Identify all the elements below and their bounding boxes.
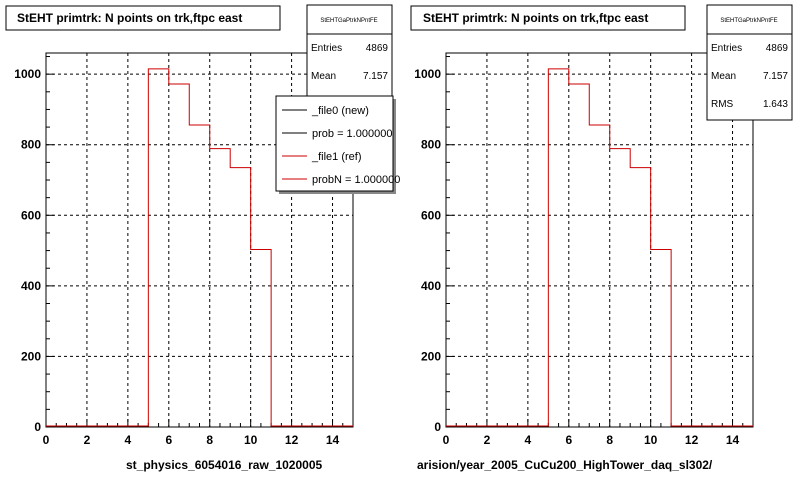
right-histogram-panel: 0 2 4 6 8 10 12 14 0 200 400 600 800 1000 StEHT primt… bbox=[410, 4, 793, 472]
right-y-tick-label: 400 bbox=[421, 279, 441, 293]
left-x-tick-label: 6 bbox=[165, 433, 172, 447]
right-y-tick-label: 0 bbox=[434, 420, 441, 434]
right-x-tick-label: 12 bbox=[685, 433, 699, 447]
left-y-tick-label: 200 bbox=[21, 349, 41, 363]
right-stats-mean-value: 7.157 bbox=[763, 71, 788, 82]
left-histogram-line bbox=[46, 68, 353, 427]
right-x-tick-label: 2 bbox=[484, 433, 491, 447]
left-stats-entries-label: Entries bbox=[311, 43, 342, 54]
right-x-tick-label: 6 bbox=[565, 433, 572, 447]
left-x-tick-label: 4 bbox=[125, 433, 132, 447]
left-xlabel: st_physics_6054016_raw_1020005 bbox=[126, 458, 322, 472]
legend-label-prob: prob = 1.000000 bbox=[312, 128, 392, 140]
right-x-tick-label: 14 bbox=[726, 433, 740, 447]
right-title-box bbox=[410, 5, 686, 31]
right-stats-mean-label: Mean bbox=[711, 71, 736, 82]
left-x-tick-label: 8 bbox=[206, 433, 213, 447]
left-stats-mean-label: Mean bbox=[311, 71, 336, 82]
left-y-tick-label: 400 bbox=[21, 279, 41, 293]
right-histogram-line bbox=[446, 68, 753, 427]
right-x-tick-label: 10 bbox=[644, 433, 658, 447]
legend-label-file0: _file0 (new) bbox=[311, 105, 369, 117]
right-plot-frame bbox=[445, 52, 754, 428]
right-stats-entries-value: 4869 bbox=[766, 43, 789, 54]
left-y-tick-label: 1000 bbox=[14, 67, 41, 81]
left-x-tick-label: 0 bbox=[43, 433, 50, 447]
left-title: StEHT primtrk: N points on trk,ftpc east bbox=[17, 11, 242, 25]
left-y-tick-label: 800 bbox=[21, 138, 41, 152]
right-stats-rms-value: 1.643 bbox=[763, 99, 788, 110]
right-stats-box: StEHTGaPtrkNPntFE Entries 4869 Mean 7.15… bbox=[706, 4, 793, 121]
left-stats-mean-value: 7.157 bbox=[363, 71, 388, 82]
right-x-tick-label: 8 bbox=[606, 433, 613, 447]
right-stats-rms-label: RMS bbox=[711, 99, 734, 110]
left-x-tick-label: 14 bbox=[326, 433, 340, 447]
right-title: StEHT primtrk: N points on trk,ftpc east bbox=[423, 11, 648, 25]
right-y-tick-label: 200 bbox=[421, 349, 441, 363]
left-title-box bbox=[5, 5, 281, 31]
left-x-tick-label: 10 bbox=[244, 433, 258, 447]
right-y-tick-label: 600 bbox=[421, 208, 441, 222]
right-y-tick-label: 800 bbox=[421, 138, 441, 152]
right-y-tick-label: 1000 bbox=[414, 67, 441, 81]
right-x-tick-label: 4 bbox=[525, 433, 532, 447]
right-plot: 0 2 4 6 8 10 12 14 0 200 400 600 800 1000 bbox=[414, 52, 754, 447]
right-xlabel: arision/year_2005_CuCu200_HighTower_daq_… bbox=[417, 458, 713, 472]
left-stats-header: StEHTGaPtrkNPntFE bbox=[320, 18, 377, 24]
right-x-tick-label: 0 bbox=[443, 433, 450, 447]
right-stats-entries-label: Entries bbox=[711, 43, 742, 54]
legend-label-probN: probN = 1.000000 bbox=[312, 174, 400, 186]
left-x-tick-label: 12 bbox=[285, 433, 299, 447]
left-legend: _file0 (new) prob = 1.000000 _file1 (ref… bbox=[275, 95, 400, 194]
left-y-tick-label: 0 bbox=[34, 420, 41, 434]
left-x-tick-label: 2 bbox=[84, 433, 91, 447]
left-y-tick-label: 600 bbox=[21, 208, 41, 222]
legend-label-file1: _file1 (ref) bbox=[311, 151, 362, 163]
left-histogram-panel: 0 2 4 6 8 10 12 14 0 200 400 600 800 1000 StEHT primt… bbox=[5, 4, 393, 472]
left-stats-entries-value: 4869 bbox=[366, 43, 389, 54]
right-stats-header: StEHTGaPtrkNPntFE bbox=[720, 18, 777, 24]
